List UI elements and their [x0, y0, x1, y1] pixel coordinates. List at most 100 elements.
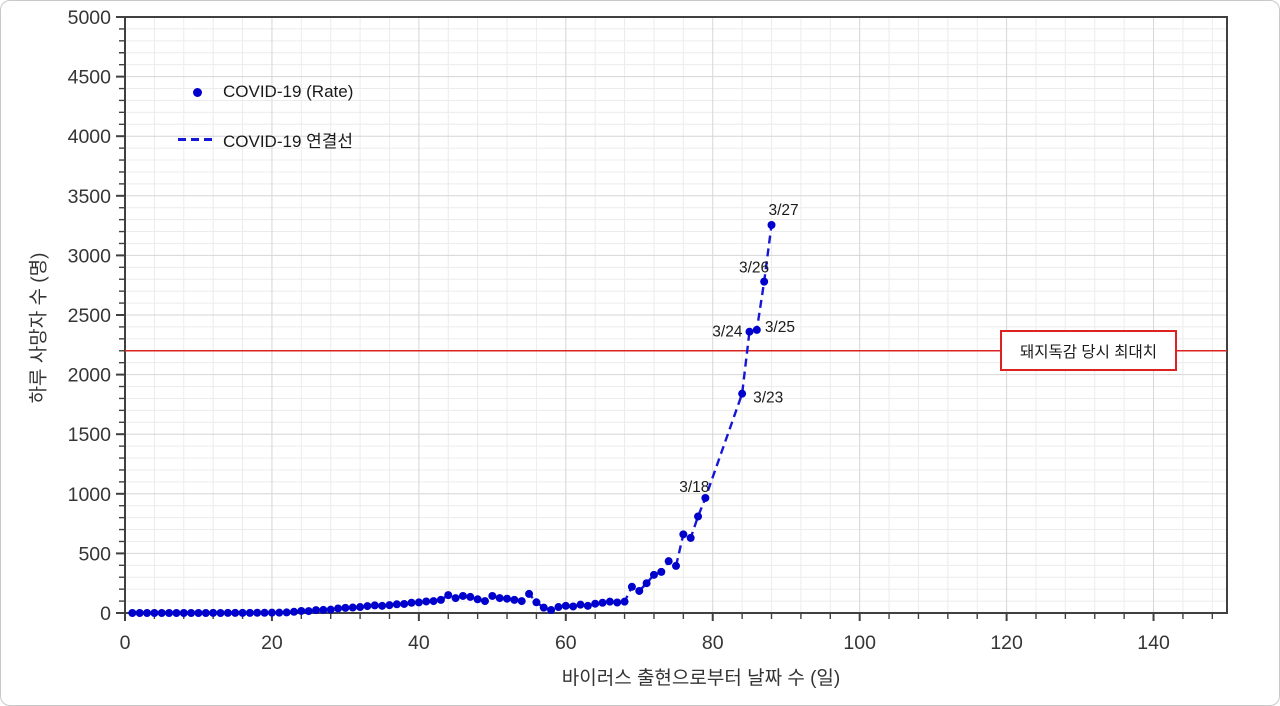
data-point	[458, 591, 467, 600]
data-point	[561, 601, 570, 610]
annotation-label: 3/27	[769, 202, 799, 219]
connector-dashed-line	[132, 224, 773, 615]
data-point	[326, 605, 335, 614]
data-point	[539, 603, 548, 612]
data-point	[260, 608, 269, 617]
data-point	[422, 597, 431, 606]
data-point	[289, 607, 298, 616]
data-point	[620, 597, 629, 606]
legend-item-covid-rate: COVID-19 (Rate)	[178, 79, 353, 105]
data-point	[223, 608, 232, 617]
data-point	[444, 591, 453, 600]
data-point	[407, 598, 416, 607]
data-point	[627, 582, 636, 591]
data-point	[312, 606, 321, 615]
data-point	[194, 609, 203, 617]
x-tick-label: 120	[990, 632, 1023, 654]
data-point	[238, 608, 247, 617]
data-point	[334, 604, 343, 613]
data-point	[495, 594, 504, 603]
data-point	[363, 602, 372, 611]
y-tick-label: 3500	[68, 186, 112, 208]
legend-marker-cell	[178, 79, 216, 105]
data-point	[672, 561, 680, 570]
annotation-label: 3/26	[739, 260, 769, 277]
data-point	[385, 601, 394, 610]
data-point	[664, 557, 673, 566]
data-point	[745, 327, 754, 336]
data-point	[686, 533, 695, 542]
data-point	[701, 493, 710, 502]
data-point	[253, 608, 262, 617]
data-point	[172, 609, 181, 617]
data-point	[400, 599, 409, 608]
data-point	[392, 600, 401, 609]
data-point	[429, 597, 438, 606]
annotation-label: 3/25	[765, 319, 795, 336]
data-point	[503, 594, 512, 603]
x-axis-title: 바이러스 출현으로부터 날짜 수 (일)	[561, 668, 841, 689]
legend-label-connector-line: COVID-19 연결선	[223, 131, 354, 151]
data-point	[267, 608, 276, 617]
data-point	[613, 598, 622, 607]
data-point	[591, 599, 600, 608]
y-tick-label: 4000	[68, 126, 112, 148]
data-point	[304, 607, 313, 616]
data-point	[657, 567, 666, 576]
legend-dot-marker	[192, 87, 202, 97]
x-tick-label: 80	[702, 632, 724, 654]
data-point	[370, 601, 379, 610]
data-point	[297, 606, 306, 615]
data-point	[635, 586, 644, 595]
data-point	[356, 603, 365, 612]
data-point	[165, 609, 174, 617]
x-tick-label: 20	[261, 632, 283, 654]
data-point	[473, 595, 482, 604]
data-point	[583, 601, 592, 610]
data-point	[517, 597, 526, 606]
data-point	[488, 591, 497, 600]
legend-marker-cell	[178, 126, 216, 152]
data-point	[209, 608, 218, 617]
data-point	[128, 609, 137, 617]
data-point	[554, 603, 563, 612]
reference-line-label-box: 돼지독감 당시 최대치	[1000, 330, 1177, 371]
data-point	[480, 597, 489, 606]
data-point	[525, 589, 534, 598]
data-point	[231, 608, 240, 617]
data-point	[414, 598, 423, 607]
y-tick-label: 2000	[68, 365, 112, 387]
data-point	[179, 609, 188, 617]
y-tick-label: 1000	[68, 484, 112, 506]
legend-dashed-line-marker	[178, 137, 216, 141]
data-point	[569, 602, 578, 611]
data-point	[752, 325, 761, 334]
y-tick-label: 500	[78, 543, 111, 565]
data-point	[319, 605, 328, 614]
data-point	[547, 606, 556, 615]
data-point	[576, 600, 585, 609]
data-point	[378, 601, 387, 610]
legend-label-covid-rate: COVID-19 (Rate)	[223, 82, 354, 101]
data-point	[642, 579, 651, 588]
data-point	[201, 609, 210, 617]
data-point	[767, 221, 776, 230]
data-point	[679, 530, 688, 539]
data-point	[532, 598, 541, 607]
y-tick-label: 5000	[68, 7, 112, 29]
data-point	[348, 603, 357, 612]
y-tick-label: 0	[100, 603, 111, 625]
data-point	[649, 570, 658, 579]
y-tick-label: 3000	[68, 245, 112, 267]
data-point	[738, 389, 747, 398]
data-point	[275, 608, 284, 617]
data-point	[282, 608, 291, 617]
data-point	[187, 609, 196, 617]
data-point	[150, 609, 159, 617]
y-tick-label: 2500	[68, 305, 112, 327]
x-tick-label: 40	[408, 632, 430, 654]
data-point	[245, 608, 254, 617]
data-point	[605, 597, 614, 606]
